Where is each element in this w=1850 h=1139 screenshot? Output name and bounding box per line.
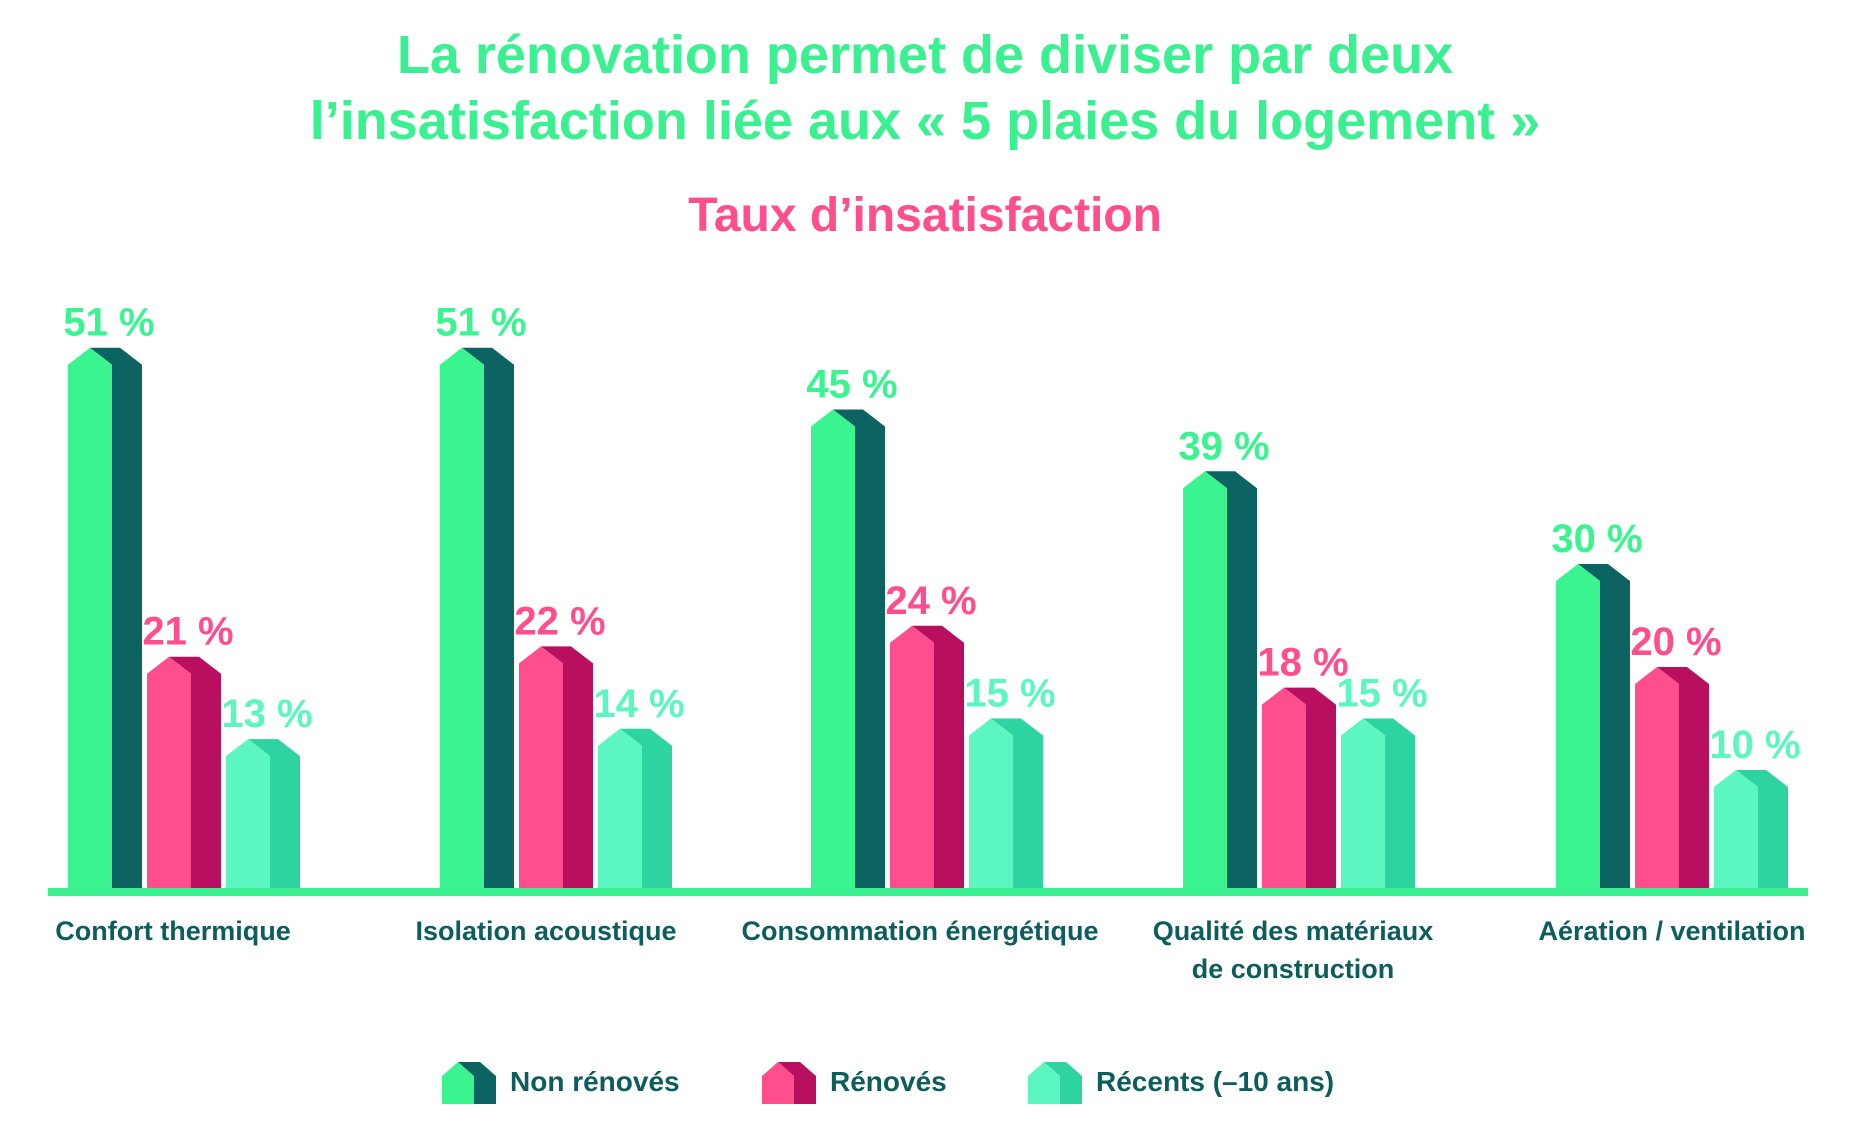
bar-side-renoves-4 <box>1657 667 1709 890</box>
bar-front-renoves-0 <box>147 656 191 890</box>
legend-item-renoves: Rénovés <box>760 1052 947 1112</box>
bar-renoves-0 <box>147 656 221 890</box>
bar-side-non-renoves-2 <box>833 409 885 890</box>
data-label-renoves-0: 21 % <box>142 610 233 654</box>
legend-house-icon-recents <box>1028 1062 1082 1104</box>
category-label-4: Aération / ventilation <box>1538 916 1805 946</box>
chart-title-line-1: La rénovation permet de diviser par deux <box>396 25 1454 85</box>
bar-renoves-4 <box>1635 667 1709 890</box>
bar-non-renoves-0 <box>68 347 142 890</box>
bar-front-recents-1 <box>598 728 642 890</box>
legend-house-icon-non-renoves <box>442 1062 496 1104</box>
bar-side-recents-0 <box>248 739 300 890</box>
bar-front-recents-3 <box>1341 718 1385 890</box>
bar-non-renoves-3 <box>1183 471 1257 890</box>
bar-front-renoves-3 <box>1262 687 1306 890</box>
data-label-non-renoves-2: 45 % <box>806 363 897 407</box>
legend-item-non-renoves: Non rénovés <box>440 1052 680 1112</box>
bar-side-recents-4 <box>1736 770 1788 890</box>
bar-front-renoves-2 <box>890 625 934 890</box>
bar-front-non-renoves-2 <box>811 409 855 890</box>
bar-non-renoves-2 <box>811 409 885 890</box>
bar-side-recents-2 <box>991 718 1043 890</box>
legend-label-recents: Récents (–10 ans) <box>1096 1066 1335 1097</box>
bar-recents-4 <box>1714 770 1788 890</box>
bar-front-non-renoves-4 <box>1556 564 1600 890</box>
bar-renoves-2 <box>890 625 964 890</box>
data-label-recents-3: 15 % <box>1336 672 1427 716</box>
data-label-renoves-3: 18 % <box>1257 641 1348 685</box>
category-label-3: Qualité des matériaux <box>1153 916 1434 946</box>
bar-renoves-3 <box>1262 687 1336 890</box>
bar-recents-0 <box>226 739 300 890</box>
x-axis-line <box>48 888 1808 896</box>
bar-side-non-renoves-3 <box>1205 471 1257 890</box>
data-label-renoves-1: 22 % <box>514 599 605 643</box>
bar-side-renoves-1 <box>541 646 593 890</box>
bar-front-renoves-4 <box>1635 667 1679 890</box>
data-label-non-renoves-1: 51 % <box>435 301 526 345</box>
category-label-3-line-2: de construction <box>1192 954 1395 984</box>
legend-label-non-renoves: Non rénovés <box>510 1066 680 1097</box>
bar-side-recents-3 <box>1363 718 1415 890</box>
data-label-recents-0: 13 % <box>221 692 312 736</box>
bar-recents-2 <box>969 718 1043 890</box>
category-label-2: Consommation énergétique <box>741 916 1098 946</box>
bar-front-renoves-1 <box>519 646 563 890</box>
legend-label-renoves: Rénovés <box>830 1066 947 1097</box>
bar-side-renoves-2 <box>912 625 964 890</box>
data-label-renoves-2: 24 % <box>885 579 976 623</box>
legend-house-icon-renoves <box>762 1062 816 1104</box>
bar-front-non-renoves-1 <box>440 347 484 890</box>
bar-front-non-renoves-0 <box>68 347 112 890</box>
data-label-recents-1: 14 % <box>593 682 684 726</box>
data-label-non-renoves-3: 39 % <box>1178 424 1269 468</box>
bar-recents-3 <box>1341 718 1415 890</box>
bar-side-non-renoves-0 <box>90 347 142 890</box>
bar-non-renoves-1 <box>440 347 514 890</box>
chart-subtitle: Taux d’insatisfaction <box>688 189 1162 242</box>
bar-side-renoves-3 <box>1284 687 1336 890</box>
bar-renoves-1 <box>519 646 593 890</box>
bar-front-recents-0 <box>226 739 270 890</box>
bar-front-recents-2 <box>969 718 1013 890</box>
data-label-renoves-4: 20 % <box>1630 620 1721 664</box>
data-label-non-renoves-0: 51 % <box>63 301 154 345</box>
data-label-non-renoves-4: 30 % <box>1551 517 1642 561</box>
legend: Non rénovés Rénovés Récents (–10 ans) <box>0 1052 1850 1112</box>
bar-side-non-renoves-4 <box>1578 564 1630 890</box>
bar-recents-1 <box>598 728 672 890</box>
data-label-recents-4: 10 % <box>1709 723 1800 767</box>
legend-item-recents: Récents (–10 ans) <box>1026 1052 1334 1112</box>
bar-non-renoves-4 <box>1556 564 1630 890</box>
bar-side-recents-1 <box>620 728 672 890</box>
data-label-recents-2: 15 % <box>964 672 1055 716</box>
bar-side-renoves-0 <box>169 656 221 890</box>
chart-title-line-2: l’insatisfaction liée aux « 5 plaies du … <box>309 91 1541 151</box>
bar-front-recents-4 <box>1714 770 1758 890</box>
category-label-0: Confort thermique <box>55 916 291 946</box>
category-label-1: Isolation acoustique <box>415 916 676 946</box>
bar-front-non-renoves-3 <box>1183 471 1227 890</box>
bar-side-non-renoves-1 <box>462 347 514 890</box>
